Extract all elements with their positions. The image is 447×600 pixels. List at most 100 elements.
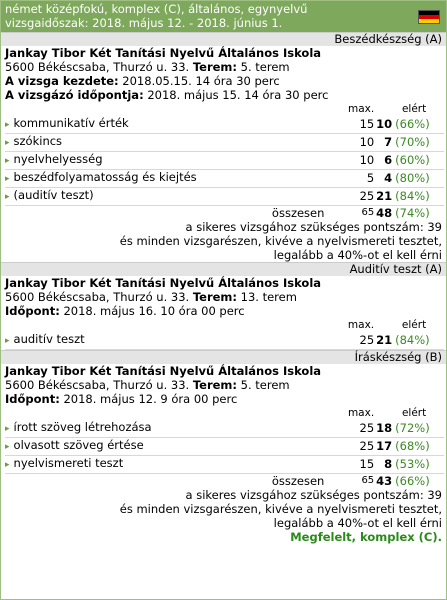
triangle-right-icon: ▸ (5, 138, 10, 148)
pass-requirement: a sikeres vizsgához szükséges pontszám: … (1, 488, 446, 530)
section-title-listening: Auditív teszt (A) (1, 262, 446, 276)
listening-info: Jankay Tibor Két Tanítási Nyelvű Általán… (1, 276, 446, 318)
row-max: 25 (332, 437, 375, 456)
note-line: a sikeres vizsgához szükséges pontszám: … (185, 488, 442, 502)
note-line: legalább a 40%-ot el kell érni (273, 248, 442, 262)
german-flag-icon (418, 10, 440, 24)
row-pct: (68%) (392, 437, 444, 456)
school-name: Jankay Tibor Két Tanítási Nyelvű Általán… (5, 46, 322, 60)
total-got: 48 (376, 206, 393, 220)
pass-requirement: a sikeres vizsgához szükséges pontszám: … (1, 220, 446, 262)
school-name: Jankay Tibor Két Tanítási Nyelvű Általán… (5, 276, 322, 290)
note-line: legalább a 40%-ot el kell érni (273, 516, 442, 530)
row-got: 10 (374, 116, 393, 134)
table-row: ▸ nyelvhelyesség 10 6 (60%) (5, 151, 444, 170)
writing-score-table: max. elért ▸ írott szöveg létrehozása 25 … (5, 406, 444, 488)
row-got: 21 (374, 187, 393, 206)
table-row: ▸ olvasott szöveg értése 25 17 (68%) (5, 437, 444, 456)
room-label: Terem: (192, 378, 237, 392)
row-got: 4 (374, 169, 393, 188)
note-line: és minden vizsgarészen, kivéve a nyelvis… (119, 234, 442, 248)
row-max: 15 (332, 455, 375, 474)
exam-time: 2018. május 12. 9 óra 00 perc (63, 392, 238, 406)
row-label: (auditív teszt) (13, 188, 94, 202)
col-max: max. (347, 103, 375, 115)
row-label: szókincs (13, 134, 63, 148)
row-max: 25 (332, 420, 375, 438)
row-pct: (60%) (392, 151, 444, 170)
row-got: 8 (374, 455, 393, 474)
col-got: elért (401, 407, 427, 419)
table-row: ▸ auditív teszt 25 21 (84%) (5, 332, 444, 350)
col-got: elért (401, 103, 427, 115)
section-title-writing: Íráskészség (B) (1, 350, 446, 364)
row-got: 18 (374, 420, 393, 438)
row-pct: (66%) (392, 116, 444, 134)
triangle-right-icon: ▸ (5, 336, 10, 346)
row-label: beszédfolyamatosság és kiejtés (13, 170, 197, 184)
school-address: 5600 Békéscsaba, Thurzó u. 33. (5, 60, 190, 74)
row-got: 7 (374, 133, 393, 152)
exam-type: német középfokú, komplex (C), általános,… (5, 2, 308, 16)
row-label: kommunikatív érték (13, 116, 129, 130)
room: 5. terem (240, 378, 290, 392)
speaking-score-table: max. elért ▸ kommunikatív érték 15 10 (66… (5, 102, 444, 220)
final-result: Megfelelt, komplex (C). (290, 530, 442, 544)
note-line: a sikeres vizsgához szükséges pontszám: … (185, 220, 442, 234)
table-row: ▸ nyelvismereti teszt 15 8 (53%) (5, 455, 444, 474)
row-max: 5 (332, 169, 375, 188)
col-max: max. (347, 407, 375, 419)
time-label: A vizsgázó időpontja: (5, 88, 144, 102)
table-row: ▸ szókincs 10 7 (70%) (5, 133, 444, 152)
row-got: 21 (374, 332, 393, 350)
col-got: elért (401, 319, 427, 331)
triangle-right-icon: ▸ (5, 442, 10, 452)
row-label: olvasott szöveg értése (13, 438, 144, 452)
room: 13. terem (240, 290, 297, 304)
row-max: 25 (332, 187, 375, 206)
total-label: összesen (271, 206, 325, 220)
candidate-time: 2018. május 15. 14 óra 30 perc (147, 88, 329, 102)
time-label: Időpont: (5, 392, 60, 406)
triangle-right-icon: ▸ (5, 424, 10, 434)
room-label: Terem: (192, 60, 237, 74)
table-row: ▸ beszédfolyamatosság és kiejtés 5 4 (80%… (5, 169, 444, 188)
row-label: auditív teszt (13, 332, 85, 346)
school-address: 5600 Békéscsaba, Thurzó u. 33. (5, 290, 190, 304)
row-label: írott szöveg létrehozása (13, 420, 152, 434)
row-pct: (70%) (392, 133, 444, 152)
total-max: 65 (361, 475, 375, 486)
col-max: max. (347, 319, 375, 331)
start-time: 2018.05.15. 14 óra 30 perc (122, 74, 280, 88)
row-pct: (53%) (392, 455, 444, 474)
start-label: A vizsga kezdete: (5, 74, 119, 88)
exam-period: vizsgaidőszak: 2018. május 12. - 2018. j… (5, 16, 283, 30)
total-row: összesen 65 48 (74%) (5, 206, 444, 221)
table-row: ▸ kommunikatív érték 15 10 (66%) (5, 116, 444, 134)
triangle-right-icon: ▸ (5, 460, 10, 470)
total-label: összesen (271, 474, 325, 488)
row-pct: (80%) (392, 169, 444, 188)
total-pct: (74%) (395, 206, 430, 220)
row-pct: (84%) (392, 187, 444, 206)
row-max: 15 (332, 116, 375, 134)
total-row: összesen 65 43 (66%) (5, 474, 444, 489)
total-max: 65 (361, 207, 375, 218)
triangle-right-icon: ▸ (5, 156, 10, 166)
speaking-info: Jankay Tibor Két Tanítási Nyelvű Általán… (1, 46, 446, 102)
row-max: 10 (332, 133, 375, 152)
exam-time: 2018. május 16. 10 óra 00 perc (63, 304, 245, 318)
writing-info: Jankay Tibor Két Tanítási Nyelvű Általán… (1, 364, 446, 406)
row-label: nyelvhelyesség (13, 152, 103, 166)
triangle-right-icon: ▸ (5, 120, 10, 130)
row-max: 10 (332, 151, 375, 170)
note-line: és minden vizsgarészen, kivéve a nyelvis… (119, 502, 442, 516)
row-got: 17 (374, 437, 393, 456)
triangle-right-icon: ▸ (5, 174, 10, 184)
time-label: Időpont: (5, 304, 60, 318)
row-pct: (72%) (392, 420, 444, 438)
row-pct: (84%) (392, 332, 444, 350)
total-got: 43 (376, 474, 393, 488)
row-got: 6 (374, 151, 393, 170)
